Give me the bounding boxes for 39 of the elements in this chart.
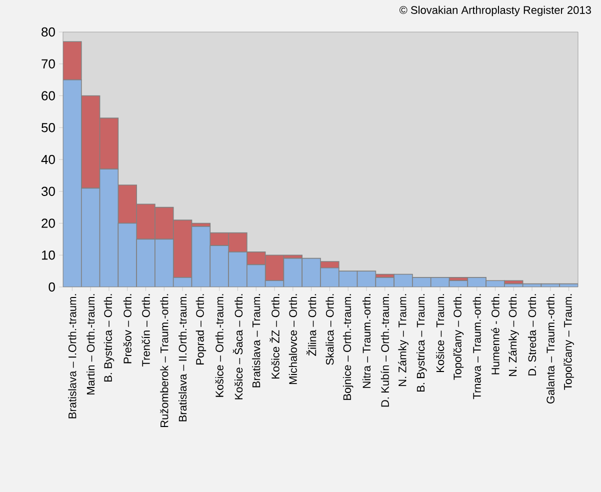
x-tick-label: Bojnice – Orth.-traum.	[342, 294, 354, 400]
x-tick-label: Humenné - Orth.	[491, 294, 500, 374]
x-tick-label: Michalovce – Orth.	[288, 294, 297, 384]
x-tick-label: Bratislava – I.Orth.-traum.	[68, 294, 76, 418]
x-tick-label: Bratislava – II.Orth.-traum.	[178, 294, 187, 422]
y-tick-label: 40	[41, 154, 55, 164]
x-tick-label: B. Bystrica – Orth.	[104, 294, 114, 382]
x-tick-label: Košice – Šaca – Orth.	[232, 294, 243, 400]
y-tick-label: 80	[42, 27, 55, 37]
x-tick-label: Topoľčany – Orth.	[453, 294, 464, 380]
x-tick-label: Trenčín – Orth.	[142, 294, 150, 367]
y-tick-label: 0	[48, 282, 55, 292]
x-tick-label: Poprad – Orth.	[196, 294, 206, 364]
x-tick-label: Galanta – Traum.-orth.	[546, 294, 554, 404]
x-tick-label: N. Zámky – Orth.	[508, 294, 519, 376]
x-tick-label: N. Zámky – Traum.	[398, 294, 408, 386]
y-tick-label: 70	[42, 59, 55, 68]
x-tick-label: Košice – Traum.	[436, 294, 444, 372]
x-tick-label: D. Streda – Orth.	[528, 294, 536, 376]
x-tick-label: Martin – Orth.-traum.	[86, 294, 95, 394]
y-tick-label: 20	[42, 218, 55, 228]
x-tick-label: Košice ŽZ – Orth.	[270, 294, 280, 378]
y-tick-label: 60	[42, 91, 55, 100]
x-tick-label: Trnava – Traum.-orth.	[472, 294, 481, 400]
text: © Slovakian Arthroplasty Register 2013	[400, 6, 591, 16]
bar	[63, 41, 82, 80]
x-tick-label: Žilina – Orth.	[306, 294, 316, 356]
x-tick-label: Skalica – Orth.	[326, 294, 334, 365]
x-tick-label: Prešov – Orth.	[123, 294, 132, 364]
y-tick-label: 30	[42, 186, 55, 196]
x-tick-label: Ružomberok – Traum.-orth.	[160, 294, 168, 427]
y-tick-label: 10	[42, 250, 55, 260]
x-tick-label: Topoľčany – Traum.	[564, 294, 574, 390]
x-tick-label: D. Kubín – Orth.-traum.	[380, 294, 389, 407]
x-tick-label: Bratislava – Traum.	[252, 294, 260, 388]
x-tick-label: B. Bystrica – Traum.	[416, 294, 427, 392]
y-tick-label: 50	[42, 123, 55, 132]
x-tick-label: Nitra – Traum.-orth.	[362, 294, 371, 388]
x-tick-label: Košice – Orth.-traum.	[215, 294, 224, 397]
